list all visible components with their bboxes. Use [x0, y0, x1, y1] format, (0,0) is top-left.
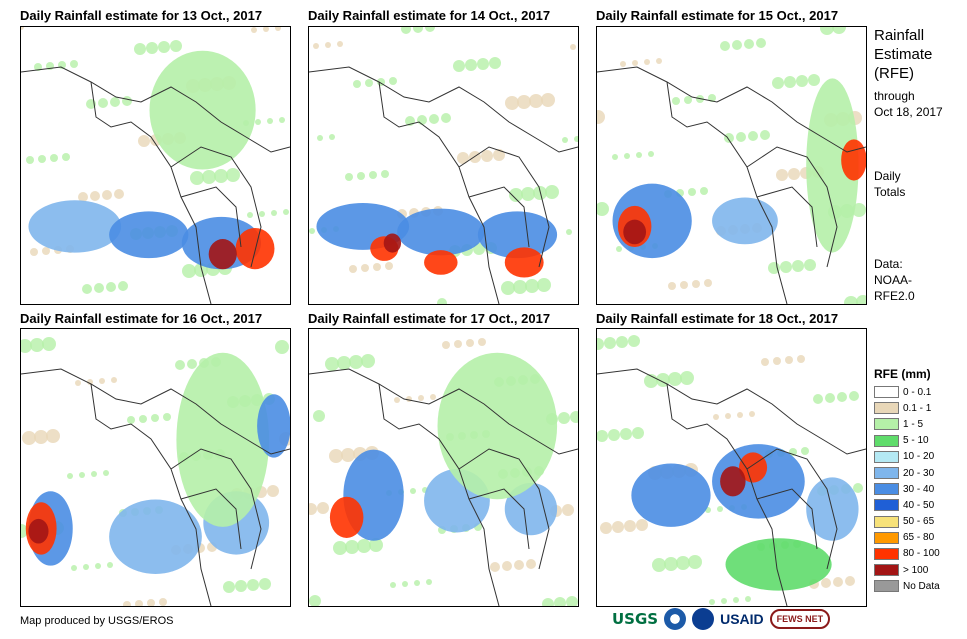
legend-swatch — [874, 531, 899, 544]
rainfall-map-17oct — [308, 328, 579, 607]
legend-label: > 100 — [903, 564, 929, 576]
legend-label: 10 - 20 — [903, 451, 935, 463]
legend-item: 0 - 0.1 — [874, 384, 940, 400]
logo-bar: USGS USAID FEWS NET — [612, 605, 831, 633]
legend-item: 1 - 5 — [874, 416, 940, 432]
legend-label: 65 - 80 — [903, 532, 935, 544]
legend-swatch — [874, 580, 899, 593]
legend-swatch — [874, 434, 899, 447]
legend-swatch — [874, 467, 899, 480]
rainfall-map-16oct — [20, 328, 291, 607]
totals-line-2: Totals — [874, 185, 906, 199]
legend-label: 20 - 30 — [903, 467, 935, 479]
title-line-2: Estimate — [874, 46, 933, 63]
legend-label: 5 - 10 — [903, 435, 929, 447]
legend-item: 0.1 - 1 — [874, 400, 940, 416]
map-canvas — [597, 335, 866, 606]
usaid-logo: USAID — [720, 611, 764, 627]
legend-swatch — [874, 564, 899, 577]
legend-swatch — [874, 547, 899, 560]
data-line-1: Data: — [874, 257, 903, 271]
totals-line-1: Daily — [874, 169, 901, 183]
legend-item: 50 - 65 — [874, 514, 940, 530]
title-line-1: Rainfall — [874, 27, 925, 44]
legend: 0 - 0.1 0.1 - 1 1 - 5 5 - 10 10 - 20 20 - 30 3… — [874, 384, 940, 594]
legend-swatch — [874, 418, 899, 431]
legend-item: 20 - 30 — [874, 465, 940, 481]
map-canvas — [21, 337, 290, 606]
legend-swatch — [874, 515, 899, 528]
legend-swatch — [874, 499, 899, 512]
map-credit: Map produced by USGS/EROS — [20, 615, 174, 627]
legend-title: RFE (mm) — [874, 367, 931, 381]
usgs-logo: USGS — [612, 610, 659, 628]
data-line-2: NOAA- — [874, 273, 913, 287]
data-source: Data: NOAA- RFE2.0 — [874, 256, 915, 304]
rainfall-map-15oct — [596, 26, 867, 305]
legend-label: 80 - 100 — [903, 548, 940, 560]
legend-item: 10 - 20 — [874, 449, 940, 465]
panel-title-5: Daily Rainfall estimate for 17 Oct., 201… — [308, 311, 551, 326]
nasa-logo-icon — [692, 608, 715, 630]
legend-label: 0.1 - 1 — [903, 402, 932, 414]
legend-label: 30 - 40 — [903, 483, 935, 495]
through-label: through — [874, 89, 915, 103]
legend-swatch — [874, 483, 899, 496]
map-canvas — [597, 27, 866, 304]
panel-title-1: Daily Rainfall estimate for 13 Oct., 201… — [20, 8, 263, 23]
fews-net-logo: FEWS NET — [769, 609, 831, 629]
legend-swatch — [874, 450, 899, 463]
legend-label: 50 - 65 — [903, 516, 935, 528]
panel-title-4: Daily Rainfall estimate for 16 Oct., 201… — [20, 311, 263, 326]
legend-item: 40 - 50 — [874, 497, 940, 513]
legend-item: 65 - 80 — [874, 530, 940, 546]
map-series-title: Rainfall Estimate (RFE) — [874, 26, 932, 83]
legend-label: 40 - 50 — [903, 499, 935, 511]
totals-label: Daily Totals — [874, 168, 905, 200]
data-line-3: RFE2.0 — [874, 289, 915, 303]
panel-title-6: Daily Rainfall estimate for 18 Oct., 201… — [596, 311, 839, 326]
title-line-3: (RFE) — [874, 65, 914, 82]
panel-title-3: Daily Rainfall estimate for 15 Oct., 201… — [596, 8, 839, 23]
rainfall-map-18oct — [596, 328, 867, 607]
rainfall-map-14oct — [308, 26, 579, 305]
legend-swatch — [874, 402, 899, 415]
legend-label: 0 - 0.1 — [903, 386, 932, 398]
through-date: through Oct 18, 2017 — [874, 88, 943, 120]
map-canvas — [309, 338, 578, 606]
noaa-logo-icon — [664, 608, 687, 630]
legend-item: 5 - 10 — [874, 433, 940, 449]
end-date: Oct 18, 2017 — [874, 105, 943, 119]
map-canvas — [21, 27, 290, 304]
legend-swatch — [874, 386, 899, 399]
legend-label: No Data — [903, 580, 940, 592]
rainfall-map-13oct — [20, 26, 291, 305]
map-canvas — [309, 27, 578, 304]
legend-item: No Data — [874, 578, 940, 594]
legend-item: 30 - 40 — [874, 481, 940, 497]
legend-item: 80 - 100 — [874, 546, 940, 562]
legend-item: > 100 — [874, 562, 940, 578]
panel-title-2: Daily Rainfall estimate for 14 Oct., 201… — [308, 8, 551, 23]
legend-label: 1 - 5 — [903, 418, 924, 430]
